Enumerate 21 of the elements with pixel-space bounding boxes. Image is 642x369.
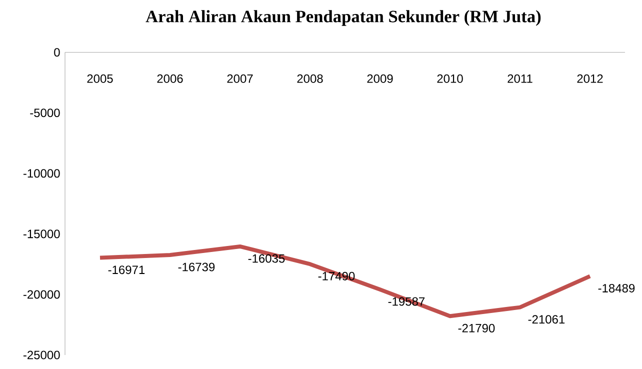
x-tick-label: 2009: [367, 74, 393, 83]
x-tick-label: 2008: [297, 74, 323, 83]
data-label: -16035: [248, 254, 285, 263]
y-tick-label: 0: [54, 48, 60, 57]
x-tick-label: 2010: [437, 74, 463, 83]
x-tick-label: 2005: [87, 74, 113, 83]
x-tick-label: 2007: [227, 74, 253, 83]
data-label: -21061: [528, 315, 565, 324]
y-tick-label: -5000: [30, 108, 60, 118]
data-label: -16971: [108, 266, 145, 274]
data-label: -18489: [598, 284, 635, 292]
x-tick-label: 2011: [508, 74, 532, 83]
chart-title: Arah Aliran Akaun Pendapatan Sekunder (RM Juta): [146, 10, 541, 26]
y-tick-label: -20000: [23, 290, 60, 299]
y-tick-label: -10000: [23, 169, 60, 178]
x-tick-label: 2012: [577, 74, 603, 83]
data-label: -21790: [458, 324, 495, 332]
data-label: -16739: [178, 262, 215, 272]
y-tick-label: -15000: [23, 230, 60, 238]
x-tick-label: 2006: [157, 74, 183, 83]
y-tick-label: -25000: [23, 350, 60, 360]
